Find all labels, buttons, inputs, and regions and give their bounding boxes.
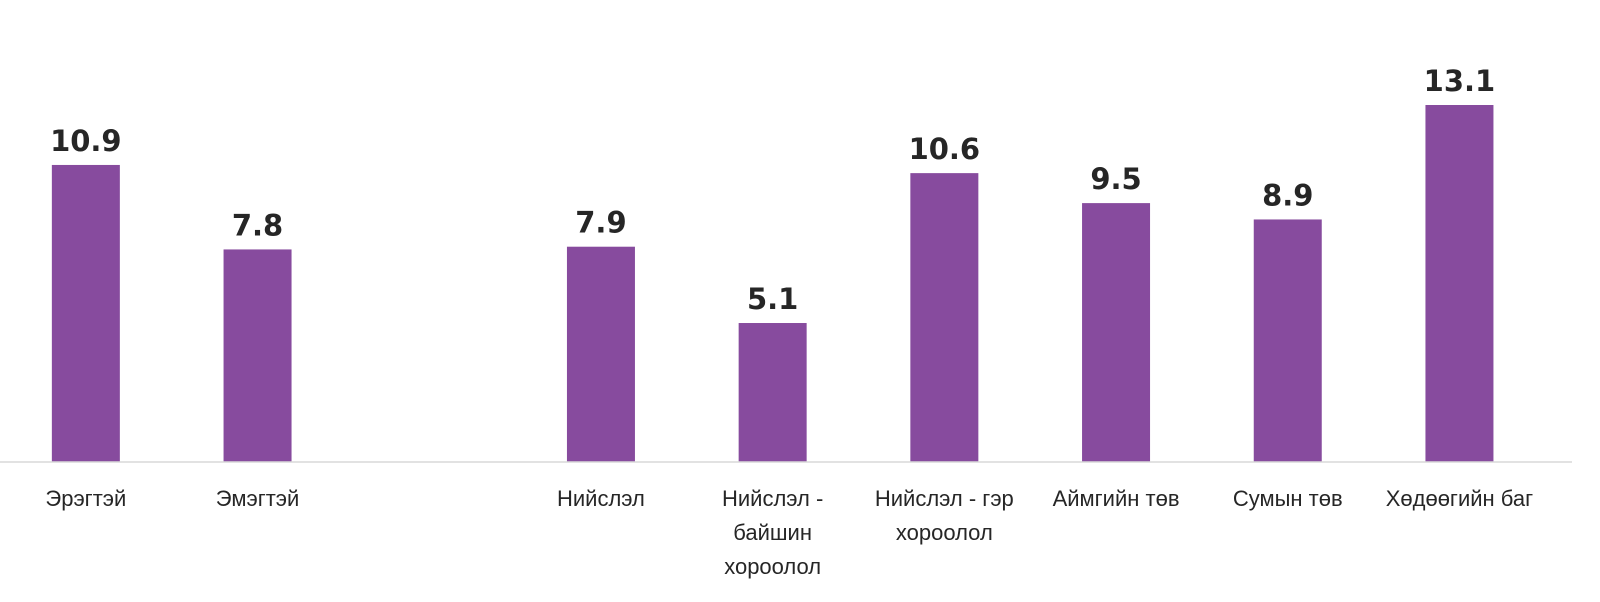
data-label: 8.9 <box>1262 178 1313 212</box>
data-label: 13.1 <box>1424 64 1496 98</box>
x-tick-label-line: хороолол <box>896 520 993 545</box>
data-label: 10.9 <box>50 124 122 158</box>
x-tick-label-line: Эрэгтэй <box>45 486 126 511</box>
x-tick-label-line: Эмэгтэй <box>216 486 300 511</box>
x-tick-label: Аймгийн төв <box>1053 486 1180 511</box>
x-tick-label: Нийслэл - байшин хороолол <box>722 486 823 579</box>
data-label: 5.1 <box>747 282 798 316</box>
bar <box>566 246 635 462</box>
x-tick-label-line: Нийслэл - <box>722 486 823 511</box>
x-tick-label: Сумын төв <box>1233 486 1343 511</box>
bar <box>223 249 292 462</box>
x-tick-label-line: Аймгийн төв <box>1053 486 1180 511</box>
data-label: 7.9 <box>575 206 626 240</box>
x-tick-label-line: хороолол <box>724 554 821 579</box>
x-tick-label: Нийслэл <box>557 486 645 511</box>
data-label: 7.8 <box>232 208 283 242</box>
data-label: 9.5 <box>1090 162 1141 196</box>
x-tick-label: Нийслэл - гэр хороолол <box>875 486 1014 545</box>
bar <box>1253 219 1322 462</box>
x-tick-label: Эрэгтэй <box>45 486 126 511</box>
x-tick-label-line: Сумын төв <box>1233 486 1343 511</box>
data-label: 10.6 <box>909 132 981 166</box>
bar <box>51 164 120 462</box>
x-tick-label-line: Хөдөөгийн баг <box>1386 486 1533 511</box>
x-tick-label: Эмэгтэй <box>216 486 300 511</box>
bar <box>738 323 807 462</box>
bar <box>1082 203 1151 462</box>
bar <box>910 173 979 463</box>
bar <box>1425 105 1494 462</box>
x-tick-label-line: Нийслэл - гэр <box>875 486 1014 511</box>
bars-group <box>51 105 1494 463</box>
x-tick-label-line: байшин <box>733 520 812 545</box>
x-tick-label: Хөдөөгийн баг <box>1386 486 1533 511</box>
category-labels-group: Эрэгтэй Эмэгтэй Нийслэл Нийслэл - байшин хоро… <box>45 486 1533 579</box>
x-tick-label-line: Нийслэл <box>557 486 645 511</box>
value-labels-group: 10.9 7.8 7.9 5.1 10.6 9.5 8.9 13.1 <box>50 64 1495 316</box>
